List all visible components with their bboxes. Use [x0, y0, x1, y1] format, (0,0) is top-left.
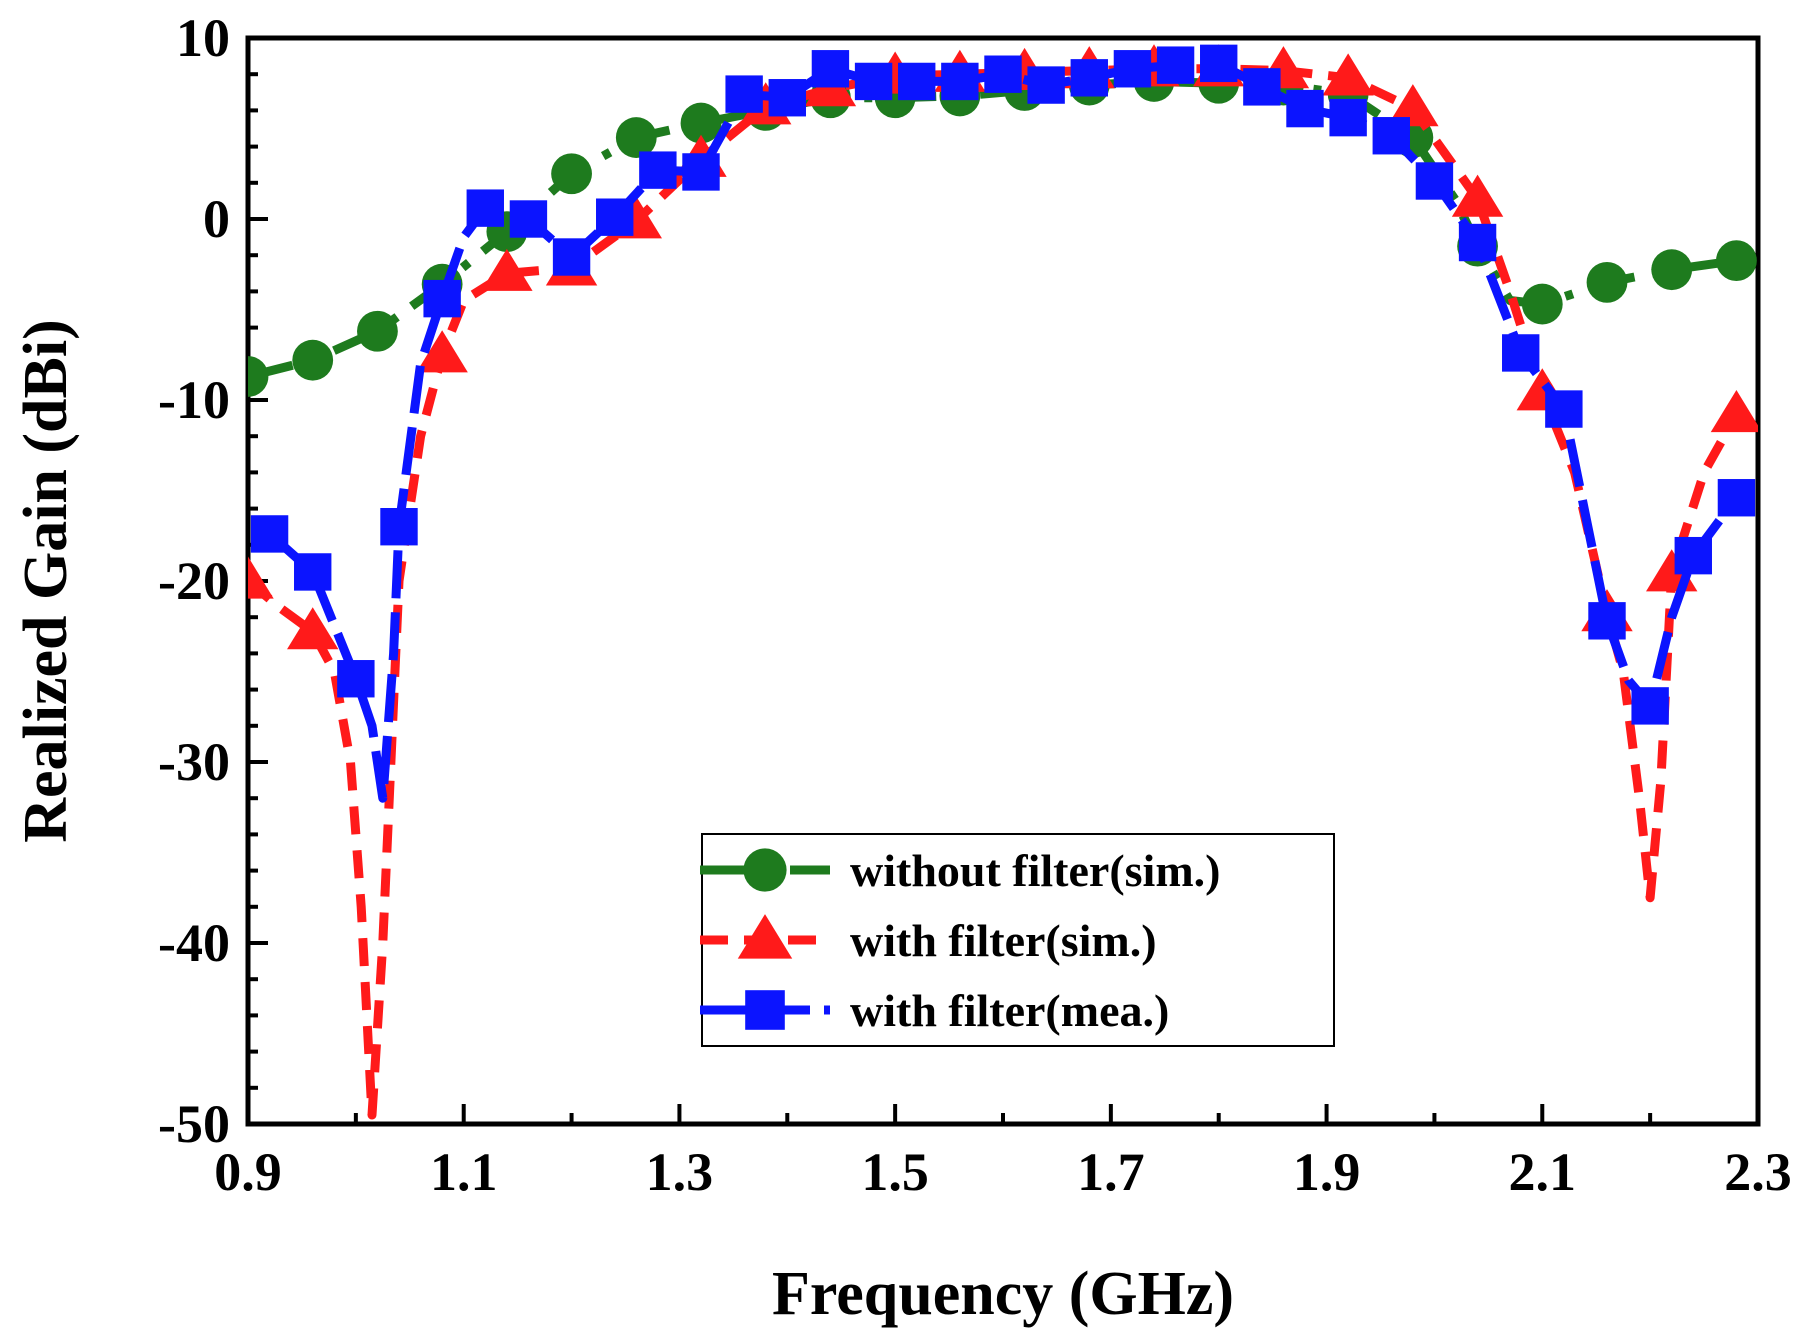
x-axis-title: Frequency (GHz) [772, 1260, 1234, 1328]
data-point [423, 279, 461, 318]
data-point [380, 508, 418, 546]
data-point [551, 153, 592, 195]
data-point [725, 75, 763, 113]
data-point [639, 151, 677, 189]
data-point [1710, 390, 1758, 433]
data-point [250, 515, 289, 553]
x-tick-label: 2.1 [1509, 1142, 1577, 1202]
data-point [337, 660, 375, 698]
x-tick-label: 1.5 [861, 1142, 929, 1202]
y-tick-label: 0 [203, 189, 230, 249]
data-point [1545, 390, 1583, 428]
data-point [509, 200, 548, 238]
data-point [1113, 50, 1152, 88]
data-point [1521, 283, 1563, 325]
x-tick-label: 0.9 [214, 1142, 282, 1202]
y-tick-label: -40 [158, 913, 230, 973]
data-point [1717, 479, 1756, 517]
data-point [1027, 66, 1065, 104]
data-point [1156, 46, 1195, 84]
data-point [1588, 602, 1626, 640]
data-point [941, 62, 979, 101]
legend-marker [737, 914, 793, 959]
data-point [248, 556, 274, 599]
data-point [287, 607, 339, 650]
series-layer [248, 44, 1758, 1120]
legend-marker [743, 848, 787, 892]
y-tick-label: 10 [176, 8, 230, 68]
legend-entry: without filter(sim.) [700, 845, 1220, 896]
data-point [680, 102, 722, 144]
y-tick-label: -10 [158, 370, 230, 430]
data-point [1286, 89, 1324, 128]
legend-label: with filter(mea.) [850, 985, 1169, 1036]
data-point [898, 62, 936, 101]
series-line [266, 58, 1741, 803]
data-point [1372, 117, 1410, 155]
data-point [768, 79, 806, 117]
y-tick-label: -20 [158, 551, 230, 611]
data-point [357, 310, 398, 352]
data-point [811, 50, 850, 88]
data-point [292, 339, 334, 381]
legend-label: without filter(sim.) [850, 845, 1220, 896]
x-tick-label: 1.7 [1077, 1142, 1145, 1202]
legend: without filter(sim.) with filter(sim.) wit… [700, 833, 1335, 1047]
data-point [294, 553, 332, 591]
series-3 [250, 44, 1756, 803]
data-point [248, 356, 269, 397]
data-point [1322, 53, 1374, 96]
legend-label: with filter(sim.) [850, 915, 1157, 966]
data-point [854, 62, 893, 101]
data-point [1451, 174, 1504, 217]
data-point [481, 248, 533, 291]
x-tick-label: 1.1 [430, 1142, 498, 1202]
data-point [1651, 249, 1693, 291]
x-tick-label: 2.3 [1724, 1142, 1792, 1202]
data-point [466, 189, 504, 227]
data-point [984, 55, 1022, 93]
legend-entry: with filter(mea.) [700, 985, 1169, 1036]
data-point [682, 153, 720, 191]
x-tick-label: 1.3 [646, 1142, 714, 1202]
data-point [416, 330, 468, 373]
axis-tick-labels: 0.9 1.1 1.3 1.5 1.7 1.9 2.1 2.3 10 0 -10 -20 -30 -40 -… [158, 8, 1792, 1202]
data-point [552, 238, 591, 276]
data-point [1716, 240, 1757, 282]
data-point [1586, 261, 1628, 303]
data-point [1458, 223, 1497, 262]
legend-marker [745, 990, 785, 1030]
axis-ticks [246, 36, 1760, 1126]
data-point [1674, 536, 1712, 575]
data-point [1243, 68, 1281, 106]
data-point [1070, 59, 1108, 97]
y-tick-label: -30 [158, 732, 230, 792]
data-point [1415, 162, 1454, 200]
data-point [1502, 334, 1540, 372]
data-point [1387, 84, 1439, 127]
x-tick-label: 1.9 [1293, 1142, 1361, 1202]
data-point [1200, 44, 1238, 83]
data-point [1631, 687, 1669, 725]
data-point [615, 117, 657, 158]
y-axis-title: Realized Gain (dBi) [12, 319, 80, 843]
data-point [1329, 98, 1367, 137]
legend-entry: with filter(sim.) [700, 914, 1157, 966]
y-tick-label: -50 [158, 1094, 230, 1154]
data-point [596, 198, 634, 236]
